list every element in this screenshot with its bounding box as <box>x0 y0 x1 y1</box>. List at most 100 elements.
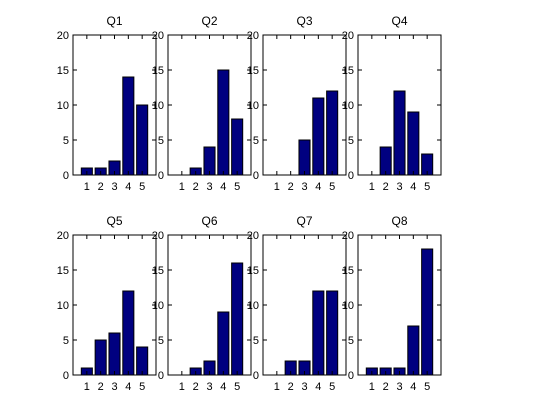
bar <box>122 290 135 376</box>
bar <box>326 90 339 176</box>
y-tick-label: 5 <box>158 135 164 147</box>
x-tick-label: 3 <box>396 381 402 393</box>
subplot-title: Q2 <box>201 14 217 28</box>
x-tick-label: 3 <box>206 181 212 193</box>
x-tick-label: 2 <box>288 381 294 393</box>
x-tick-label: 4 <box>125 381 131 393</box>
x-tick-label: 2 <box>383 181 389 193</box>
y-tick-label: 10 <box>57 300 69 312</box>
bar <box>217 311 230 376</box>
y-tick-label: 15 <box>152 265 164 277</box>
x-tick-label: 4 <box>410 381 416 393</box>
y-tick-label: 20 <box>152 230 164 242</box>
bar <box>393 90 406 176</box>
bar <box>122 76 135 176</box>
x-tick-label: 1 <box>84 181 90 193</box>
x-tick-label: 4 <box>315 181 321 193</box>
subplot-title: Q7 <box>296 214 312 228</box>
x-tick-label: 4 <box>125 181 131 193</box>
y-tick-label: 15 <box>247 265 259 277</box>
y-tick-label: 0 <box>253 370 259 382</box>
bar <box>379 146 392 176</box>
y-tick-label: 15 <box>342 265 354 277</box>
x-tick-label: 4 <box>220 181 226 193</box>
bar <box>298 139 311 176</box>
y-tick-label: 20 <box>152 30 164 42</box>
x-tick-label: 5 <box>139 181 145 193</box>
bar <box>421 248 434 376</box>
y-tick-label: 5 <box>158 335 164 347</box>
x-tick-label: 2 <box>193 181 199 193</box>
y-tick-label: 0 <box>158 370 164 382</box>
y-tick-label: 15 <box>342 65 354 77</box>
y-tick-label: 15 <box>57 265 69 277</box>
x-tick-label: 5 <box>424 381 430 393</box>
bar <box>312 290 325 376</box>
x-tick-label: 5 <box>234 381 240 393</box>
bar <box>94 339 107 376</box>
y-tick-label: 10 <box>342 300 354 312</box>
y-tick-label: 10 <box>342 100 354 112</box>
x-tick-label: 3 <box>111 181 117 193</box>
bar <box>136 104 149 176</box>
y-tick-label: 10 <box>247 300 259 312</box>
subplot-title: Q3 <box>296 14 312 28</box>
y-tick-label: 5 <box>348 335 354 347</box>
bar <box>108 332 121 376</box>
y-tick-label: 5 <box>348 135 354 147</box>
subplot-title: Q5 <box>106 214 122 228</box>
y-tick-label: 0 <box>348 370 354 382</box>
x-tick-label: 5 <box>234 181 240 193</box>
x-tick-label: 3 <box>111 381 117 393</box>
x-tick-label: 5 <box>424 181 430 193</box>
y-tick-label: 10 <box>247 100 259 112</box>
x-tick-label: 1 <box>179 381 185 393</box>
x-tick-label: 1 <box>274 181 280 193</box>
y-tick-label: 0 <box>63 370 69 382</box>
x-tick-label: 1 <box>84 381 90 393</box>
x-tick-label: 1 <box>369 381 375 393</box>
bar <box>217 69 230 176</box>
bar <box>231 118 244 176</box>
y-tick-label: 0 <box>253 170 259 182</box>
x-tick-label: 2 <box>98 181 104 193</box>
x-tick-label: 1 <box>179 181 185 193</box>
bar <box>407 111 420 176</box>
y-tick-label: 15 <box>152 65 164 77</box>
x-tick-label: 1 <box>369 181 375 193</box>
y-tick-label: 20 <box>342 30 354 42</box>
x-tick-label: 4 <box>410 181 416 193</box>
y-tick-label: 0 <box>348 170 354 182</box>
x-tick-label: 2 <box>98 381 104 393</box>
bar <box>326 290 339 376</box>
subplot-title: Q1 <box>106 14 122 28</box>
y-tick-label: 0 <box>63 170 69 182</box>
x-tick-label: 4 <box>220 381 226 393</box>
y-tick-label: 20 <box>247 30 259 42</box>
y-tick-label: 10 <box>152 100 164 112</box>
x-tick-label: 5 <box>329 181 335 193</box>
bar <box>203 146 216 176</box>
subplot-title: Q8 <box>391 214 407 228</box>
x-tick-label: 2 <box>288 181 294 193</box>
bar <box>407 325 420 376</box>
y-tick-label: 0 <box>158 170 164 182</box>
x-tick-label: 3 <box>301 181 307 193</box>
y-tick-label: 20 <box>247 230 259 242</box>
x-tick-label: 3 <box>301 381 307 393</box>
x-tick-label: 3 <box>396 181 402 193</box>
y-tick-label: 20 <box>57 230 69 242</box>
x-tick-label: 5 <box>139 381 145 393</box>
bar <box>231 262 244 376</box>
y-tick-label: 10 <box>152 300 164 312</box>
y-tick-label: 5 <box>253 335 259 347</box>
x-tick-label: 3 <box>206 381 212 393</box>
